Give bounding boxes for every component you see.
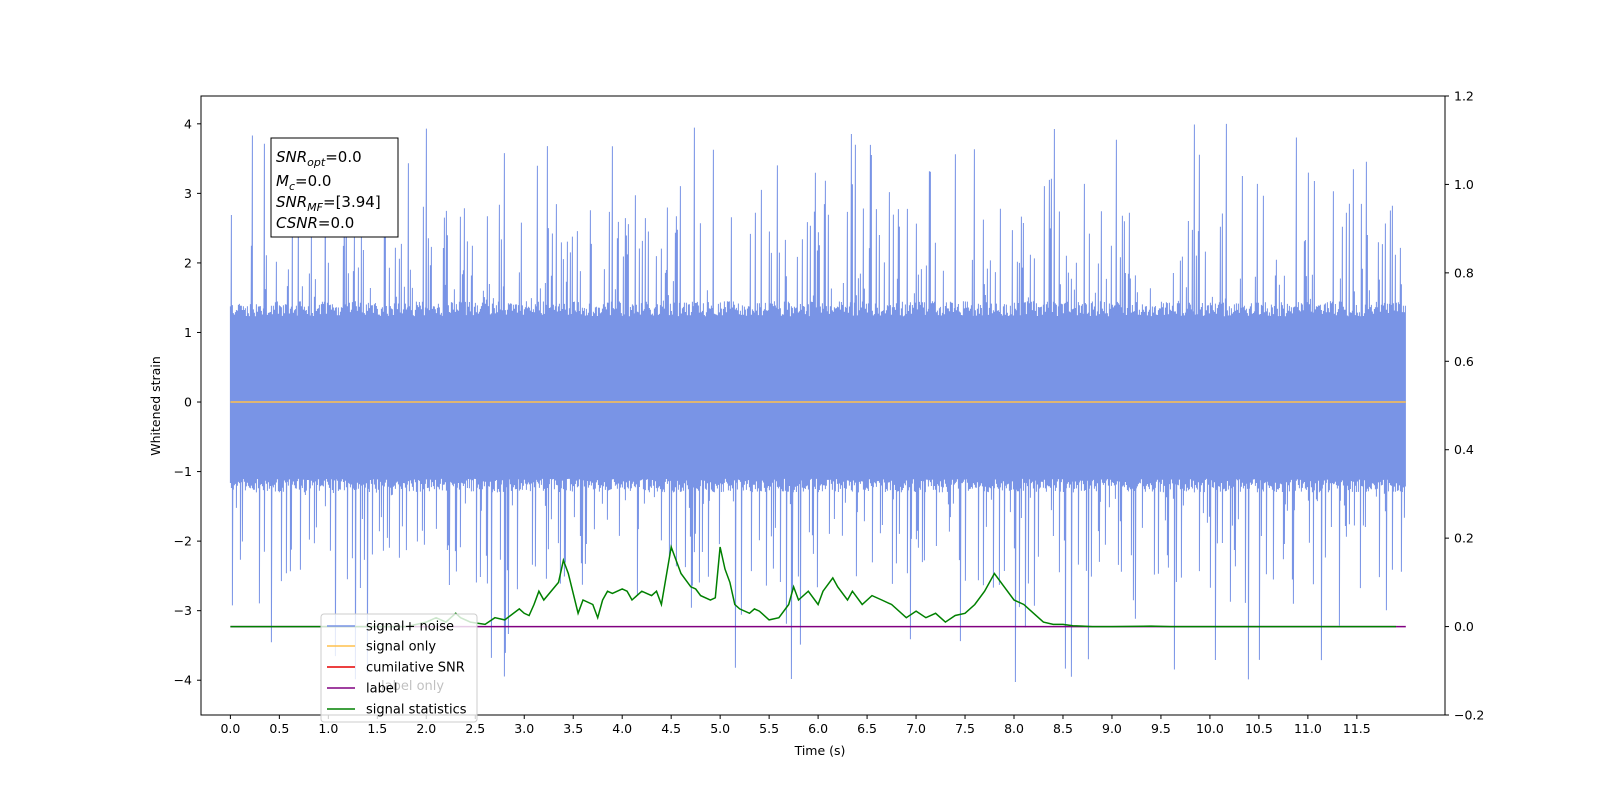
y-right-tick-label: 0.2 bbox=[1454, 531, 1474, 546]
x-tick-label: 6.0 bbox=[808, 721, 828, 736]
y-left-tick-label: 3 bbox=[184, 186, 192, 201]
x-tick-label: 7.5 bbox=[955, 721, 975, 736]
legend-hidden-label: label only bbox=[381, 679, 444, 694]
info-line: SNRopt=0.0 bbox=[276, 148, 362, 169]
x-tick-label: 1.5 bbox=[367, 721, 387, 736]
x-tick-label: 10.5 bbox=[1245, 721, 1273, 736]
x-tick-label: 3.5 bbox=[563, 721, 583, 736]
y-right-tick-label: 0.0 bbox=[1454, 619, 1474, 634]
y-right-tick-label: −0.2 bbox=[1454, 708, 1484, 723]
x-tick-label: 11.0 bbox=[1294, 721, 1322, 736]
x-tick-label: 2.5 bbox=[465, 721, 485, 736]
x-tick-label: 8.5 bbox=[1053, 721, 1073, 736]
x-axis: 0.0 0.5 1.0 1.5 2.0 2.5 3.0 3.5 4.0 4.5 5.0 5.5 6.0 6… bbox=[220, 715, 1371, 736]
y-left-tick-label: −3 bbox=[174, 603, 192, 618]
y-right-axis: 1.2 1.0 0.8 0.6 0.4 0.2 0.0 −0.2 bbox=[1445, 89, 1484, 723]
y-right-tick-label: 1.0 bbox=[1454, 177, 1474, 192]
x-tick-label: 0.5 bbox=[269, 721, 289, 736]
x-tick-label: 8.0 bbox=[1004, 721, 1024, 736]
y-right-tick-label: 0.4 bbox=[1454, 442, 1474, 457]
y-right-tick-label: 0.8 bbox=[1454, 265, 1474, 280]
info-line: SNRMF=[3.94] bbox=[276, 193, 381, 214]
x-tick-label: 10.0 bbox=[1196, 721, 1224, 736]
legend-item-label: cumilative SNR bbox=[366, 661, 465, 676]
x-tick-label: 4.5 bbox=[661, 721, 681, 736]
legend-item-label: label bbox=[366, 682, 397, 697]
signal-noise-line bbox=[229, 123, 1406, 683]
y-axis-label: Whitened strain bbox=[148, 356, 163, 455]
x-tick-label: 7.0 bbox=[906, 721, 926, 736]
y-left-tick-label: 2 bbox=[184, 255, 192, 270]
x-tick-label: 5.5 bbox=[759, 721, 779, 736]
y-left-tick-label: 4 bbox=[184, 116, 192, 131]
y-left-tick-label: 1 bbox=[184, 325, 192, 340]
signal-statistics-line bbox=[230, 544, 1396, 628]
plot-frame bbox=[200, 95, 1446, 716]
y-right-tick-label: 1.2 bbox=[1454, 89, 1474, 104]
x-tick-label: 2.0 bbox=[416, 721, 436, 736]
x-tick-label: 1.0 bbox=[318, 721, 338, 736]
legend-item-label: signal only bbox=[366, 640, 436, 655]
x-tick-label: 3.0 bbox=[514, 721, 534, 736]
legend-item-label: signal+ noise bbox=[366, 620, 454, 635]
legend-item-label: signal statistics bbox=[366, 703, 467, 718]
y-left-tick-label: 0 bbox=[184, 395, 192, 410]
x-tick-label: 9.0 bbox=[1102, 721, 1122, 736]
x-tick-label: 5.0 bbox=[710, 721, 730, 736]
y-left-tick-label: −1 bbox=[174, 464, 192, 479]
x-tick-label: 4.0 bbox=[612, 721, 632, 736]
x-axis-label: Time (s) bbox=[794, 743, 846, 758]
y-left-axis: 4 3 2 1 0 −1 −2 −3 −4 bbox=[174, 116, 201, 688]
y-left-tick-label: −2 bbox=[174, 534, 192, 549]
plot-area bbox=[229, 123, 1406, 683]
x-tick-label: 9.5 bbox=[1151, 721, 1171, 736]
x-tick-label: 11.5 bbox=[1343, 721, 1371, 736]
x-tick-label: 0.0 bbox=[220, 721, 240, 736]
x-tick-label: 6.5 bbox=[857, 721, 877, 736]
legend: label only signal+ noise signal only cumila… bbox=[320, 613, 478, 723]
info-line: CSNR=0.0 bbox=[276, 214, 354, 232]
y-left-tick-label: −4 bbox=[174, 673, 192, 688]
info-line: Mc=0.0 bbox=[276, 172, 331, 193]
y-right-tick-label: 0.6 bbox=[1454, 354, 1474, 369]
